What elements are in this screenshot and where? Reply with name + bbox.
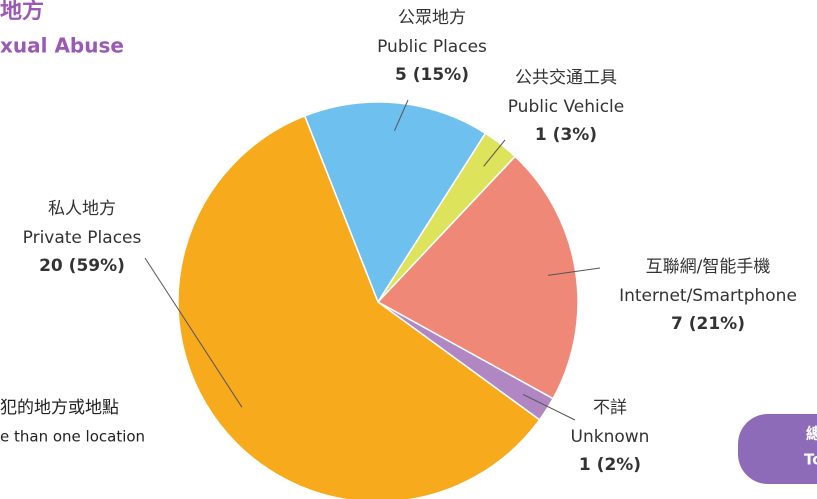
value-label: 1 (2%) bbox=[579, 455, 641, 475]
note-en: e than one location bbox=[0, 428, 145, 446]
leader-line bbox=[394, 99, 409, 131]
label-en: Public Vehicle bbox=[508, 97, 625, 117]
label-zh: 私人地方 bbox=[48, 199, 116, 219]
pie-slice bbox=[303, 101, 487, 304]
pie-slice bbox=[177, 114, 541, 499]
value-label: 7 (21%) bbox=[671, 314, 745, 334]
button-label[interactable]: 總 bbox=[806, 425, 817, 443]
pie bbox=[177, 101, 579, 499]
leader-line bbox=[144, 257, 243, 408]
note: 犯的地方或地點 bbox=[0, 398, 119, 418]
leader-line bbox=[547, 267, 601, 276]
button-label-en[interactable]: To bbox=[804, 451, 817, 469]
value-label: 1 (3%) bbox=[535, 125, 597, 145]
value-label: 5 (15%) bbox=[395, 65, 469, 85]
chart-title: 地方 bbox=[0, 0, 44, 24]
label-zh: 互聯網/智能手機 bbox=[646, 257, 771, 277]
leader-line bbox=[522, 393, 576, 421]
label-en: Internet/Smartphone bbox=[619, 286, 797, 306]
total-button[interactable]: 總 To bbox=[738, 414, 817, 484]
button-bg[interactable] bbox=[738, 414, 817, 484]
value-label: 20 (59%) bbox=[39, 256, 125, 276]
label-en: Unknown bbox=[571, 427, 650, 447]
label-zh: 公共交通工具 bbox=[515, 68, 617, 88]
label-zh: 公眾地方 bbox=[398, 8, 466, 28]
chart-subtitle: xual Abuse bbox=[0, 34, 124, 58]
label-en: Private Places bbox=[23, 228, 142, 248]
leader-line bbox=[483, 139, 506, 167]
label-en: Public Places bbox=[377, 37, 487, 57]
label-zh: 不詳 bbox=[593, 398, 627, 418]
